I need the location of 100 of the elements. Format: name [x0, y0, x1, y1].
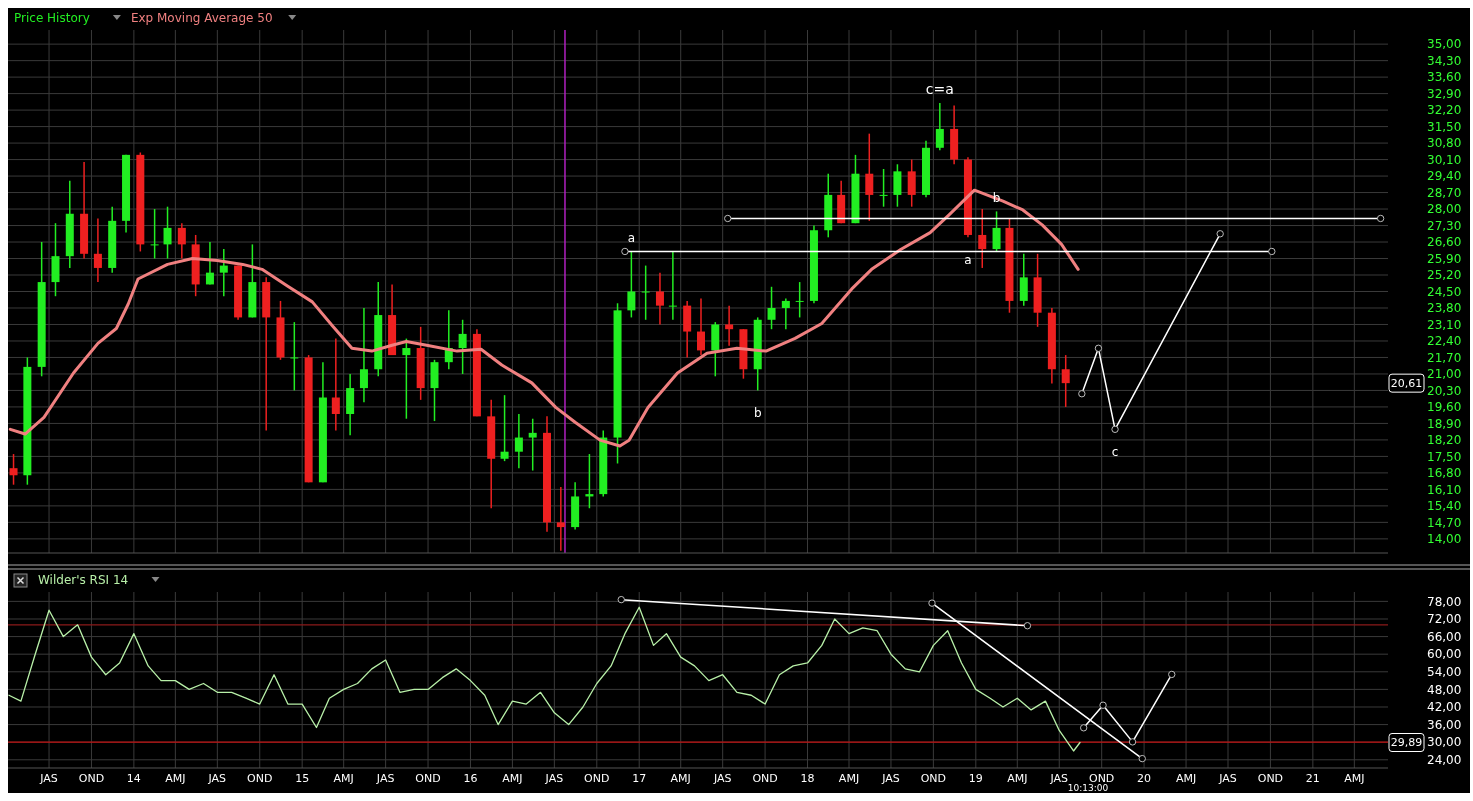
- candlestick: [359, 307, 368, 403]
- y-tick-label: 30,80: [1427, 136, 1462, 151]
- y-tick-label: 36,00: [1427, 717, 1462, 732]
- x-tick-label: JAS: [39, 772, 58, 785]
- candlestick: [177, 222, 186, 260]
- x-tick-label: 17: [632, 772, 647, 785]
- x-tick-label: OND: [920, 772, 947, 785]
- x-tick-label: OND: [1088, 772, 1115, 785]
- y-tick-label: 78,00: [1427, 594, 1462, 609]
- x-tick-label: JAS: [712, 772, 732, 785]
- y-tick-label: 30,10: [1427, 152, 1462, 167]
- candlestick: [402, 337, 411, 420]
- y-tick-label: 18,90: [1427, 416, 1462, 431]
- candlestick: [978, 208, 987, 269]
- y-tick-label: 26,60: [1427, 235, 1462, 250]
- x-tick-label: 16: [463, 772, 478, 785]
- text: Price History: [14, 11, 90, 25]
- y-tick-label: 25,20: [1427, 268, 1462, 283]
- x-tick-label: JAS: [544, 772, 564, 785]
- x-tick-label: 18: [800, 772, 815, 785]
- x-tick-label: OND: [752, 772, 778, 785]
- candlestick: [641, 264, 650, 321]
- y-tick-label: 16,80: [1427, 466, 1462, 481]
- x-tick-label: OND: [415, 772, 441, 785]
- candlestick: [219, 248, 228, 297]
- x-tick-label: JAS: [881, 772, 900, 785]
- y-tick-label: 30,00: [1427, 735, 1462, 750]
- x-tick-label: JAS: [1218, 772, 1237, 785]
- candlestick: [1019, 253, 1028, 307]
- x-tick-label: JAS: [207, 772, 227, 785]
- y-tick-label: 31,50: [1427, 119, 1462, 134]
- y-tick-label: 25,90: [1427, 251, 1462, 266]
- y-tick-label: 22,40: [1427, 334, 1462, 349]
- candlestick: [458, 319, 467, 375]
- y-tick-label: 34,30: [1427, 53, 1462, 68]
- candlestick: [767, 286, 776, 330]
- y-tick-label: 48,00: [1427, 682, 1462, 697]
- candlestick: [655, 271, 664, 326]
- y-tick-label: 14,00: [1427, 532, 1462, 547]
- candlestick: [935, 102, 944, 151]
- candlestick: [668, 250, 677, 321]
- annotation: 29,89: [1390, 736, 1423, 750]
- x-tick-label: AMJ: [1175, 772, 1197, 785]
- y-tick-label: 33,60: [1427, 70, 1462, 85]
- candlestick: [500, 394, 509, 462]
- x-tick-label: AMJ: [165, 772, 186, 785]
- candlestick: [992, 210, 1001, 253]
- y-tick-label: 28,70: [1427, 185, 1462, 200]
- candlestick: [907, 158, 916, 208]
- y-tick-label: 19,60: [1427, 400, 1462, 415]
- text: 10:13:00: [1067, 783, 1109, 793]
- y-tick-label: 28,00: [1427, 202, 1462, 217]
- candlestick: [781, 297, 790, 330]
- x-tick-label: 19: [968, 772, 983, 785]
- x-tick-label: OND: [247, 772, 273, 785]
- candlestick: [725, 304, 734, 347]
- candlestick: [290, 321, 299, 392]
- candlestick: [893, 163, 902, 208]
- candlestick: [697, 297, 705, 356]
- candlestick: [331, 337, 340, 432]
- x-tick-label: AMJ: [838, 772, 860, 785]
- candlestick: [514, 413, 523, 469]
- candlestick: [528, 417, 537, 472]
- x-tick-label: OND: [584, 772, 610, 785]
- line-series: [8, 188, 1080, 448]
- x-tick-label: OND: [78, 772, 105, 785]
- x-tick-label: JAS: [375, 772, 395, 785]
- y-tick-label: 18,20: [1427, 433, 1462, 448]
- text: Wilder's RSI 14: [38, 573, 129, 587]
- candlestick: [556, 486, 565, 552]
- y-tick-label: 29,40: [1427, 169, 1462, 184]
- x-tick-label: AMJ: [1344, 772, 1365, 785]
- y-tick-label: 54,00: [1427, 664, 1462, 679]
- y-tick-label: 32,20: [1427, 103, 1462, 118]
- annotation: b: [753, 405, 762, 420]
- candlestick: [9, 453, 18, 486]
- candlestick: [150, 208, 159, 260]
- annotation: a: [964, 252, 972, 267]
- candlestick: [795, 281, 804, 319]
- y-tick-label: 35,00: [1427, 37, 1462, 52]
- y-tick-label: 14,70: [1427, 515, 1462, 530]
- text: Exp Moving Average 50: [130, 11, 273, 25]
- candlestick: [1061, 354, 1070, 408]
- x-tick-label: 21: [1305, 772, 1320, 785]
- x-tick-label: 20: [1137, 772, 1152, 785]
- x-tick-label: AMJ: [670, 772, 691, 785]
- y-tick-label: 72,00: [1427, 612, 1462, 627]
- candlestick: [879, 168, 888, 208]
- y-tick-label: 24,00: [1427, 752, 1462, 767]
- annotation: b: [992, 190, 1001, 205]
- annotation: 20,61: [1390, 376, 1423, 390]
- line-series: [8, 606, 1081, 752]
- x-tick-label: 14: [126, 772, 141, 785]
- candlestick: [865, 132, 874, 222]
- x-tick-label: AMJ: [502, 772, 523, 785]
- y-tick-label: 27,30: [1427, 218, 1462, 233]
- y-tick-label: 17,50: [1427, 449, 1462, 464]
- y-tick-label: 24,50: [1427, 284, 1462, 299]
- x-tick-label: AMJ: [1007, 772, 1028, 785]
- x-tick-label: AMJ: [333, 772, 354, 785]
